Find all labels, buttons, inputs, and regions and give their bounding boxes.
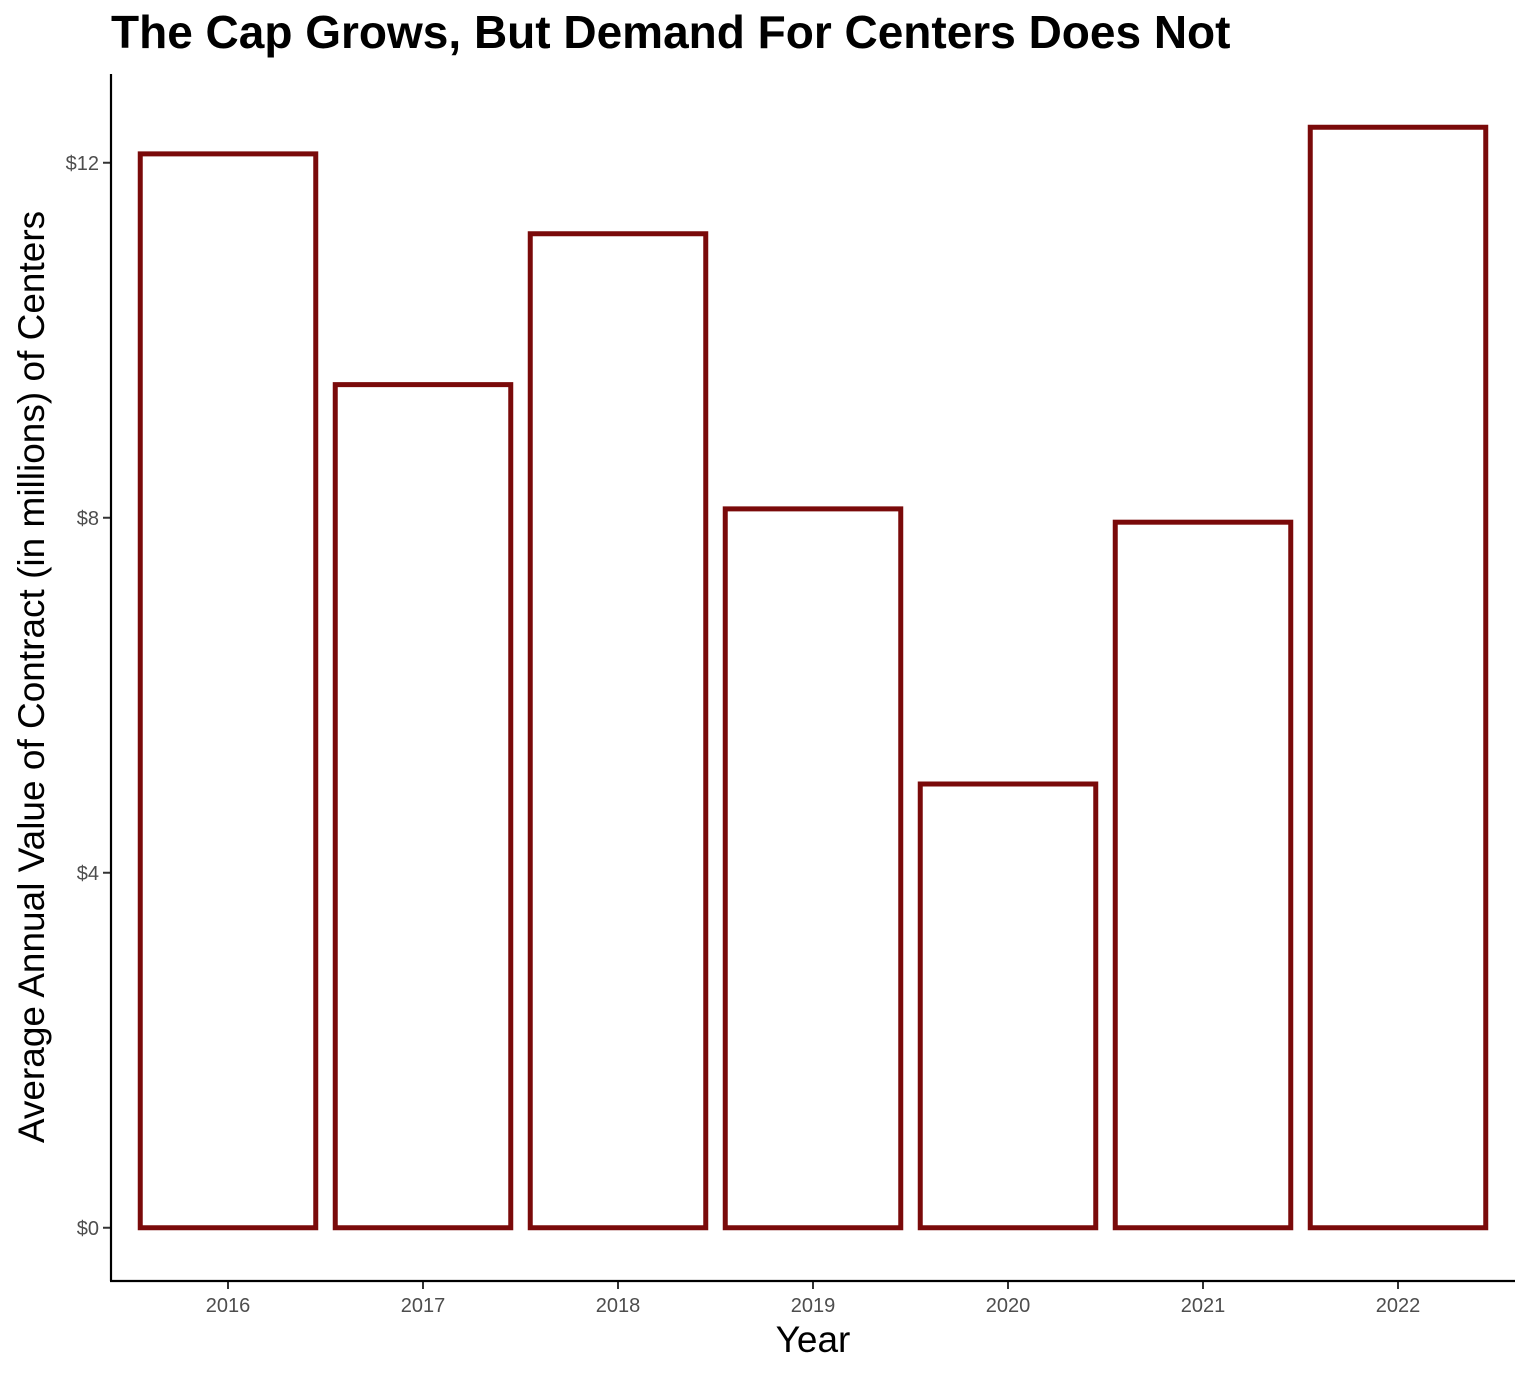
x-tick-label-2019: 2019	[791, 1295, 836, 1317]
x-tick-label-2022: 2022	[1376, 1295, 1421, 1317]
x-axis-label: Year	[776, 1319, 851, 1360]
bar-2019	[722, 506, 904, 1231]
y-axis-label: Average Annual Value of Contract (in mil…	[11, 211, 52, 1143]
bar-2022	[1307, 124, 1489, 1231]
x-tick-label-2016: 2016	[206, 1295, 251, 1317]
y-tick-label-12: $12	[66, 153, 99, 175]
bar-2021	[1112, 519, 1294, 1231]
x-axis-ticks: 2016 2017 2018 2019 2020 2021 2022	[206, 1281, 1421, 1317]
y-tick-label-8: $8	[77, 508, 99, 530]
bar-2017	[332, 382, 514, 1231]
x-tick-label-2021: 2021	[1181, 1295, 1226, 1317]
bar-2016	[137, 151, 319, 1231]
chart-title: The Cap Grows, But Demand For Centers Do…	[111, 6, 1230, 58]
y-tick-label-4: $4	[77, 863, 99, 885]
y-tick-label-0: $0	[77, 1218, 99, 1240]
x-tick-label-2020: 2020	[986, 1295, 1031, 1317]
bar-2020	[917, 781, 1099, 1231]
x-tick-label-2018: 2018	[596, 1295, 641, 1317]
x-tick-label-2017: 2017	[401, 1295, 446, 1317]
bars	[137, 124, 1489, 1231]
bar-2018	[527, 231, 709, 1231]
y-axis-ticks: $0 $4 $8 $12	[66, 153, 111, 1240]
